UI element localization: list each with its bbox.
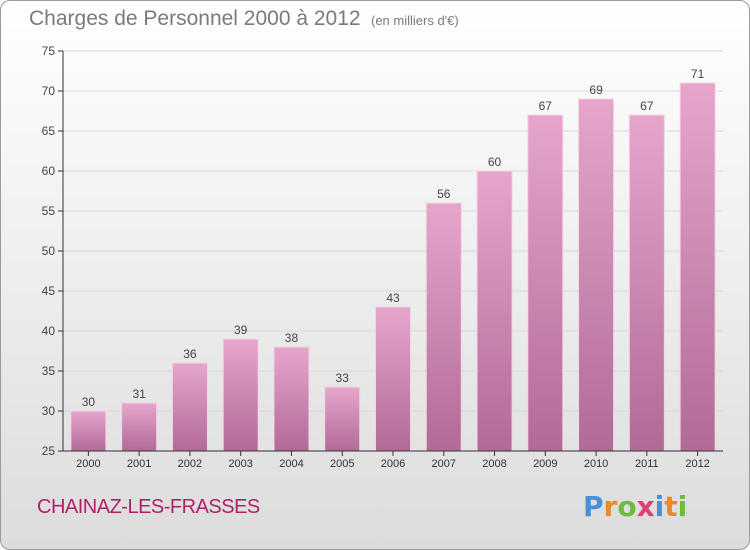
axes: 25 30 35 40 45 50 55 60 65 70 75 [42, 44, 723, 458]
y-tick-label: 55 [42, 204, 56, 218]
bar [679, 82, 716, 452]
x-tick-label: 2008 [482, 458, 506, 470]
data-label: 43 [386, 291, 400, 305]
y-tick-label: 35 [42, 364, 56, 378]
x-tick-label: 2000 [76, 458, 100, 470]
data-label: 69 [589, 83, 603, 97]
logo-letter: x [636, 490, 655, 523]
x-tick-label: 2011 [635, 458, 659, 470]
proxiti-logo[interactable]: Proxiti [583, 490, 687, 523]
x-tick-label: 2004 [279, 458, 303, 470]
x-tick-label: 2009 [533, 458, 557, 470]
bar [578, 98, 615, 452]
bar [222, 338, 259, 452]
y-tick-label: 45 [42, 284, 56, 298]
logo-letter: r [603, 490, 618, 523]
y-tick-label: 65 [42, 124, 56, 138]
data-label: 56 [437, 187, 451, 201]
chart-subtitle: (en milliers d'€) [371, 13, 459, 28]
bar [324, 386, 361, 452]
bar [527, 114, 564, 452]
logo-letter: i [654, 490, 665, 523]
logo-letter: P [583, 490, 604, 523]
logo-letter: i [677, 490, 688, 523]
bar [476, 170, 513, 452]
x-tick-label: 2005 [330, 458, 354, 470]
data-label: 39 [234, 323, 248, 337]
x-tick-label: 2007 [432, 458, 456, 470]
bar [171, 362, 208, 452]
bars [70, 82, 716, 452]
labels: 30 2000 31 2001 36 2002 39 2003 38 2004 33 2005 43 20… [76, 67, 710, 470]
bar [273, 346, 310, 452]
x-tick-label: 2006 [381, 458, 405, 470]
data-label: 31 [132, 387, 146, 401]
x-tick-label: 2003 [228, 458, 252, 470]
data-label: 30 [82, 395, 96, 409]
logo-letter: t [664, 490, 678, 523]
data-label: 38 [285, 331, 299, 345]
x-tick-label: 2012 [685, 458, 709, 470]
y-tick-label: 60 [42, 164, 56, 178]
data-label: 33 [336, 371, 350, 385]
place-name: CHAINAZ-LES-FRASSES [37, 496, 260, 518]
data-label: 71 [691, 67, 705, 81]
bar [70, 410, 107, 452]
x-tick-label: 2010 [584, 458, 608, 470]
y-tick-label: 75 [42, 44, 56, 58]
bar [425, 202, 462, 452]
y-tick-label: 30 [42, 404, 56, 418]
data-label: 60 [488, 155, 502, 169]
bar [121, 402, 158, 452]
x-tick-label: 2002 [178, 458, 202, 470]
y-tick-label: 25 [42, 444, 56, 458]
x-tick-label: 2001 [127, 458, 151, 470]
data-label: 67 [539, 99, 553, 113]
logo-letter: o [617, 490, 637, 523]
data-label: 67 [640, 99, 654, 113]
chart-title: Charges de Personnel 2000 à 2012 [29, 7, 361, 30]
y-tick-label: 40 [42, 324, 56, 338]
bar [628, 114, 665, 452]
y-tick-label: 70 [42, 84, 56, 98]
data-label: 36 [183, 347, 197, 361]
bar [375, 306, 411, 452]
y-tick-label: 50 [42, 244, 56, 258]
